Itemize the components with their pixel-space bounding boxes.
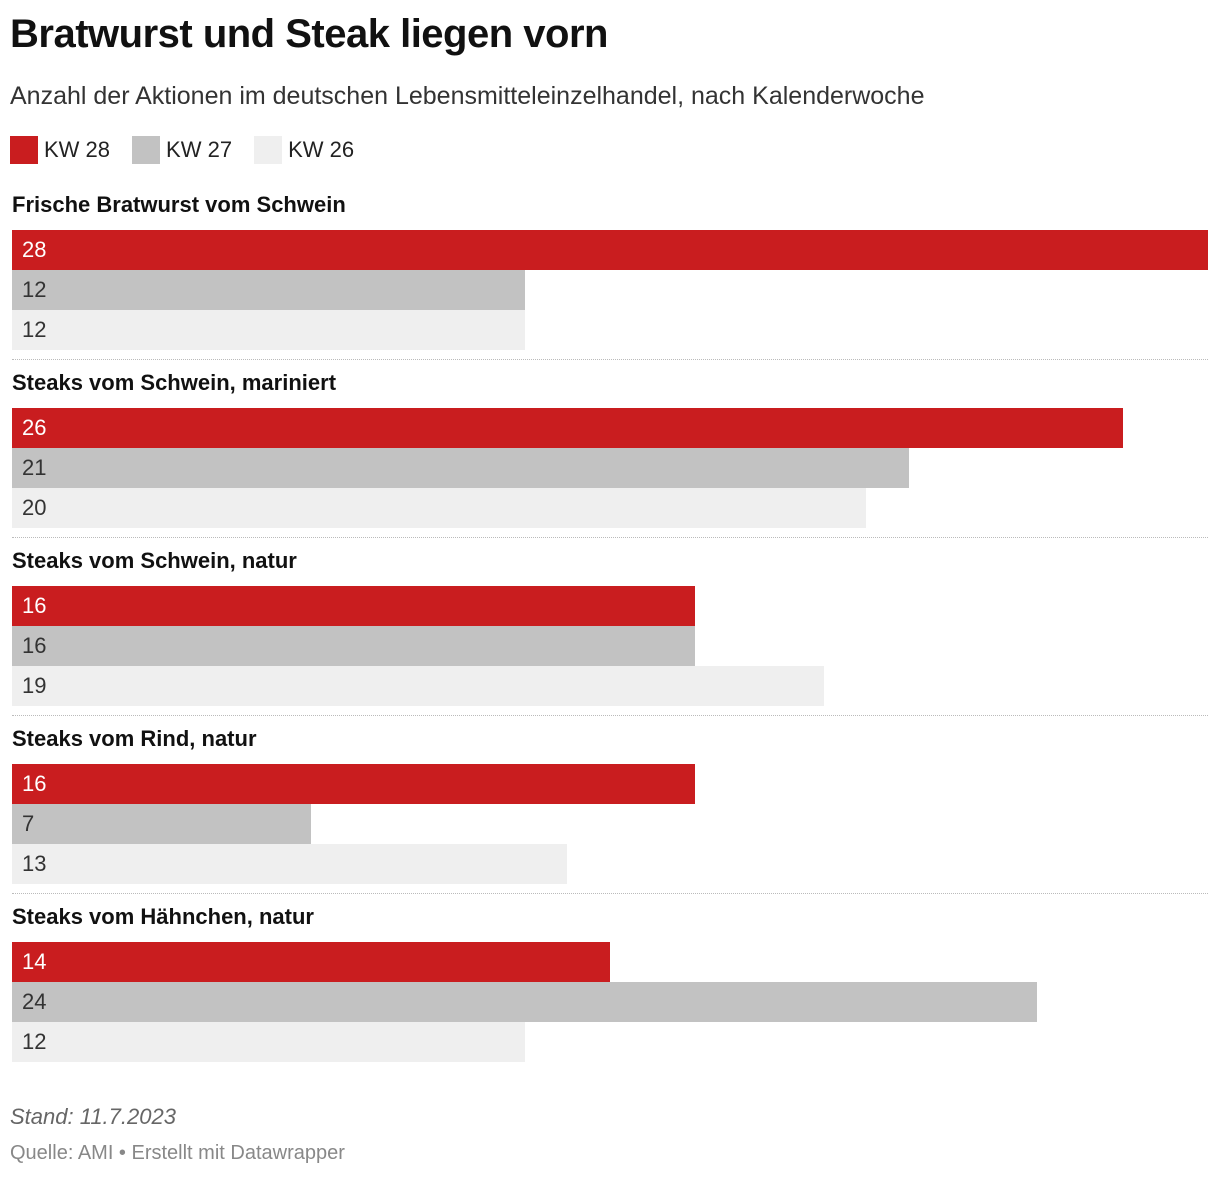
bar: 14: [12, 942, 610, 982]
category-group: Steaks vom Schwein, mariniert 26 21 20: [12, 368, 1208, 546]
bar-value-label: 13: [22, 851, 47, 876]
bar: 24: [12, 982, 1037, 1022]
bar: 16: [12, 586, 695, 626]
bar: 7: [12, 804, 311, 844]
bar: 21: [12, 448, 909, 488]
legend-label: KW 27: [166, 137, 233, 162]
chart-subtitle: Anzahl der Aktionen im deutschen Lebensm…: [10, 82, 925, 110]
legend-item-1: KW 27: [132, 136, 232, 164]
category-label: Steaks vom Hähnchen, natur: [12, 904, 314, 929]
bar-value-label: 16: [22, 593, 47, 618]
bar: 12: [12, 1022, 525, 1062]
bar-value-label: 12: [22, 277, 47, 302]
bar-value-label: 21: [22, 455, 47, 480]
bar-chart: Frische Bratwurst vom Schwein 28 12 12 Steak…: [12, 190, 1208, 1080]
bar-value-label: 28: [22, 237, 47, 262]
group-separator: [12, 537, 1208, 538]
category-group: Steaks vom Hähnchen, natur 14 24 12: [12, 902, 1208, 1080]
legend-label: KW 26: [288, 137, 355, 162]
bar: 12: [12, 310, 525, 350]
bar-value-label: 26: [22, 415, 47, 440]
chart-title: Bratwurst und Steak liegen vorn: [10, 12, 608, 56]
group-separator: [12, 893, 1208, 894]
group-separator: [12, 715, 1208, 716]
stand-date: Stand: 11.7.2023: [10, 1104, 176, 1129]
legend-item-2: KW 26: [254, 136, 354, 164]
legend-label: KW 28: [44, 137, 111, 162]
bar-value-label: 24: [22, 989, 47, 1014]
bar-value-label: 14: [22, 949, 47, 974]
bar: 28: [12, 230, 1208, 270]
bar: 16: [12, 626, 695, 666]
legend-item-0: KW 28: [10, 136, 110, 164]
bar-value-label: 7: [22, 811, 35, 836]
legend-swatch: [10, 136, 38, 164]
category-group: Steaks vom Schwein, natur 16 16 19: [12, 546, 1208, 724]
legend-swatch: [132, 136, 161, 164]
category-group: Steaks vom Rind, natur 16 7 13: [12, 724, 1208, 902]
source-credit: Quelle: AMI • Erstellt mit Datawrapper: [10, 1142, 345, 1164]
group-separator: [12, 359, 1208, 360]
bar: 26: [12, 408, 1123, 448]
bar: 16: [12, 764, 695, 804]
bar: 13: [12, 844, 567, 884]
bar-value-label: 19: [22, 673, 47, 698]
bar-value-label: 16: [22, 633, 47, 658]
category-label: Steaks vom Rind, natur: [12, 726, 257, 751]
bar: 19: [12, 666, 824, 706]
bar-value-label: 12: [22, 1029, 47, 1054]
category-group: Frische Bratwurst vom Schwein 28 12 12: [12, 190, 1208, 368]
bar-value-label: 12: [22, 317, 47, 342]
category-label: Frische Bratwurst vom Schwein: [12, 192, 346, 217]
category-label: Steaks vom Schwein, mariniert: [12, 370, 337, 395]
category-label: Steaks vom Schwein, natur: [12, 548, 297, 573]
bar-value-label: 16: [22, 771, 47, 796]
legend: KW 28 KW 27 KW 26: [10, 136, 376, 164]
bar: 20: [12, 488, 866, 528]
bar-value-label: 20: [22, 495, 47, 520]
legend-swatch: [254, 136, 283, 164]
bar: 12: [12, 270, 525, 310]
